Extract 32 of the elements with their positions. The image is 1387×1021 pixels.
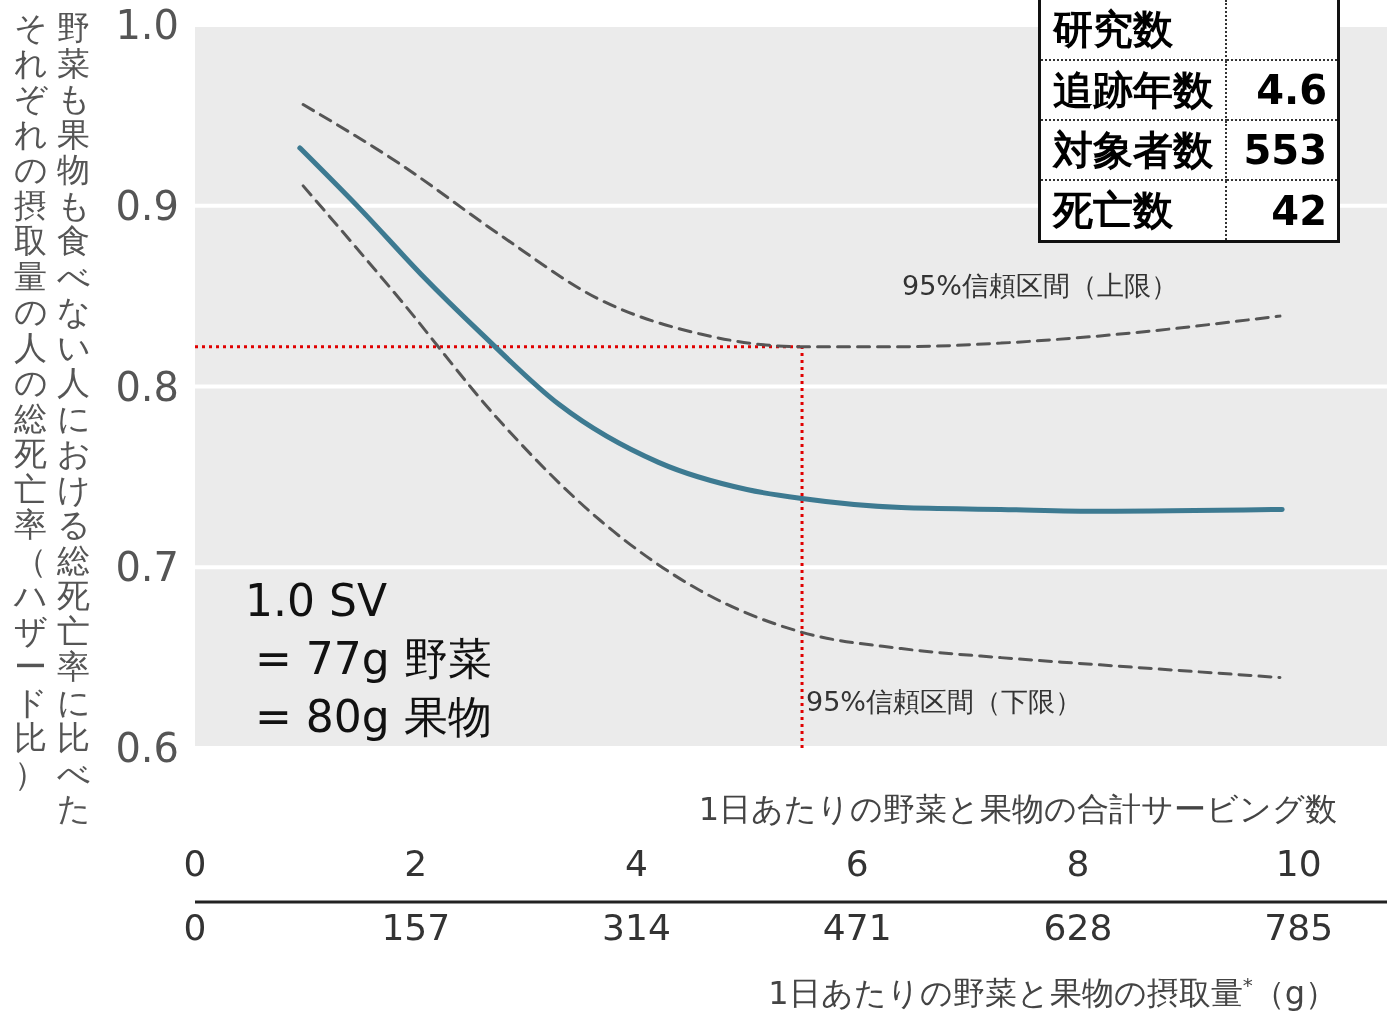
- annotation: = 77g 野菜: [254, 632, 492, 686]
- text: 野菜も果物も食べない人における総死亡率に比べたそれぞれの摂取量の人の総死亡率（ハザード比）: [13, 8, 91, 828]
- annotation: = 80g 果物: [254, 690, 492, 744]
- annotation: 4.6: [1226, 60, 1337, 120]
- x2-tick-label: 471: [822, 907, 892, 948]
- category-label: 対象者数: [1053, 126, 1213, 173]
- x-axis-title: 1日あたりの野菜と果物の合計サービング数: [698, 790, 1337, 828]
- y-tick-label: 0.7: [115, 544, 179, 591]
- x2-tick-label: 0: [183, 907, 207, 948]
- x2-tick-label: 628: [1043, 907, 1113, 948]
- x-tick-label: 2: [404, 843, 428, 884]
- annotation: 42: [1270, 186, 1328, 236]
- category-label: 死亡数: [1053, 187, 1173, 233]
- y-tick-label: 0.8: [115, 363, 179, 410]
- x2-tick-label: 157: [381, 907, 451, 948]
- annotation: 553: [1226, 120, 1337, 180]
- annotation: 95%信頼区間（下限）: [806, 685, 1083, 719]
- x-tick-label: 4: [625, 843, 648, 884]
- y-tick-label: 0.9: [115, 182, 179, 229]
- x2-tick-label: 314: [602, 907, 671, 948]
- x2-axis-title: 1日あたりの野菜と果物の摂取量$^{*}$（g）: [768, 973, 1337, 1012]
- x2-tick-label: 785: [1264, 907, 1334, 948]
- annotation: 1.0 SV: [245, 574, 388, 628]
- x-tick-label: 10: [1275, 843, 1322, 884]
- category-label: 追跡年数: [1053, 66, 1213, 113]
- x-tick-label: 0: [183, 843, 207, 884]
- y-tick-label: 1.0: [115, 2, 179, 48]
- y-tick-label: 0.6: [115, 725, 179, 771]
- annotation: 95%信頼区間（上限）: [902, 269, 1179, 303]
- x-tick-label: 8: [1066, 843, 1090, 884]
- x-tick-label: 6: [845, 843, 869, 884]
- category-label: 研究数: [1053, 6, 1173, 52]
